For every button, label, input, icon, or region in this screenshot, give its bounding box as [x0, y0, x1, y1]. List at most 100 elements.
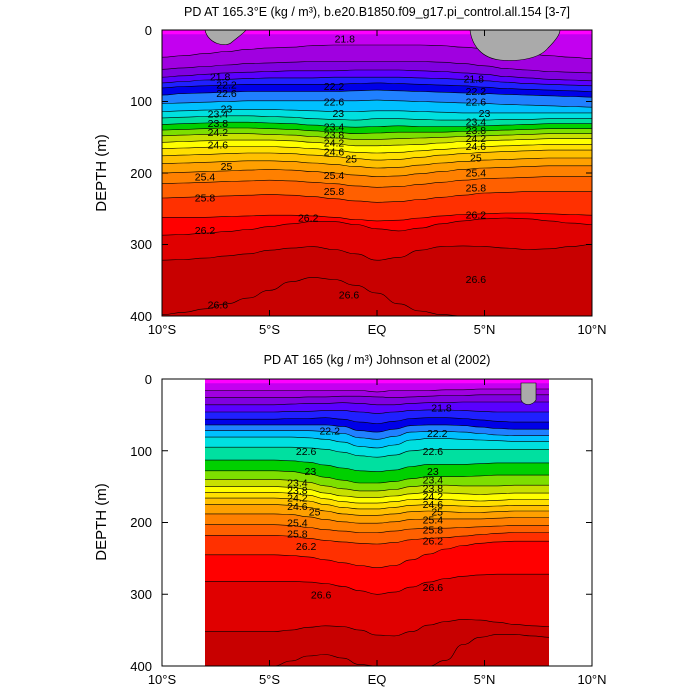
contour-line — [162, 217, 592, 236]
top-y-axis-label: DEPTH (m) — [93, 134, 110, 212]
contour-label: 24.6 — [287, 501, 308, 513]
bottom-contour-lines — [204, 388, 550, 666]
top-land-patch-left — [204, 30, 247, 45]
contour-label: 25.4 — [423, 515, 444, 527]
contour-line — [162, 109, 592, 114]
contour-line — [204, 459, 549, 472]
contour-line — [162, 115, 592, 121]
contour-label: 26.6 — [311, 589, 332, 601]
contour-line — [205, 470, 549, 484]
bottom-y-tick-label: 300 — [130, 587, 152, 602]
contour-label: 24.6 — [324, 147, 345, 159]
bottom-x-tick-label: EQ — [368, 672, 387, 687]
contour-label: 25.4 — [324, 170, 345, 182]
contour-label: 25.8 — [423, 525, 444, 537]
top-x-tick-label: 5°S — [259, 322, 280, 337]
contour-label: 26.6 — [466, 274, 487, 286]
bottom-y-tick-label: 100 — [130, 444, 152, 459]
contour-line — [204, 394, 549, 399]
top-x-tick-label: 10°S — [148, 322, 177, 337]
top-x-tick-label: 10°N — [577, 322, 606, 337]
contour-label: 25 — [345, 154, 357, 166]
contour-label: 22.2 — [427, 428, 448, 440]
bottom-x-tick-label: 5°S — [259, 672, 280, 687]
bottom-y-tick-labels: 0 100 200 300 400 — [130, 372, 152, 674]
contour-line — [205, 446, 549, 458]
contour-line — [205, 504, 549, 516]
top-land-patch-right — [469, 30, 561, 61]
contour-line — [162, 69, 592, 82]
contour-label: 21.8 — [210, 72, 231, 84]
contour-label: 23.8 — [208, 118, 229, 130]
contour-line — [162, 277, 592, 316]
contour-label: 21.8 — [335, 34, 356, 46]
contour-line — [205, 573, 549, 595]
top-y-tick-label: 100 — [130, 94, 152, 109]
contour-label: 23.8 — [466, 125, 487, 137]
top-x-ticks — [161, 30, 593, 316]
contour-label: 22.2 — [216, 79, 237, 91]
contour-label: 25 — [221, 161, 233, 173]
contour-label: 25.8 — [287, 528, 308, 540]
contour-label: 24.6 — [208, 139, 229, 151]
contour-label: 24.2 — [466, 133, 487, 145]
contour-label: 26.6 — [423, 582, 444, 594]
contour-label: 24.2 — [287, 492, 308, 504]
contour-line — [162, 144, 592, 154]
contour-label: 25 — [470, 152, 482, 164]
bottom-contour-plot — [204, 379, 550, 666]
contour-label: 23.8 — [287, 485, 308, 497]
contour-line — [162, 157, 592, 169]
contour-line — [162, 165, 592, 177]
contour-label: 25.8 — [466, 182, 487, 194]
top-x-tick-label: EQ — [368, 322, 387, 337]
contour-line — [204, 486, 549, 498]
contour-label: 21.8 — [431, 403, 452, 415]
contour-label: 24.6 — [466, 141, 487, 153]
contour-label: 25.4 — [287, 518, 308, 530]
bottom-x-ticks — [161, 379, 593, 666]
bottom-y-tick-label: 200 — [130, 515, 152, 530]
contour-line — [205, 388, 549, 393]
contour-label: 26.2 — [423, 535, 444, 547]
contour-line — [205, 634, 550, 666]
top-y-tick-label: 200 — [130, 166, 152, 181]
contour-label: 22.2 — [319, 426, 340, 438]
contour-label: 23.4 — [324, 122, 345, 134]
top-panel-title: PD AT 165.3°E (kg / m³), b.e20.B1850.f09… — [184, 5, 570, 19]
contour-line — [205, 492, 549, 504]
contour-label: 26.6 — [339, 290, 360, 302]
contour-label: 26.2 — [296, 541, 317, 553]
contour-line — [204, 401, 549, 406]
contour-line — [162, 61, 592, 74]
contour-label: 23.4 — [466, 117, 487, 129]
bottom-x-tick-labels: 10°S 5°S EQ 5°N 10°N — [148, 672, 607, 687]
contour-label: 25.8 — [324, 186, 345, 198]
contour-label: 22.2 — [324, 81, 345, 93]
contour-line — [205, 436, 549, 449]
contour-label: 22.2 — [466, 86, 487, 98]
contour-label: 23.8 — [423, 483, 444, 495]
contour-line — [162, 82, 592, 92]
contour-label: 23 — [221, 104, 233, 116]
contour-label: 24.2 — [208, 127, 229, 139]
top-y-tick-label: 0 — [145, 23, 152, 38]
contour-line — [205, 497, 549, 510]
contour-line — [162, 149, 592, 161]
contour-label: 23.4 — [287, 477, 308, 489]
contour-line — [204, 430, 549, 440]
contour-line — [162, 244, 592, 261]
contour-label: 25.4 — [466, 167, 487, 179]
contour-line — [204, 619, 550, 637]
contour-label: 24.6 — [423, 499, 444, 511]
bottom-land-patch-right — [520, 382, 537, 405]
contour-label: 23.4 — [423, 474, 444, 486]
bottom-y-ticks — [162, 378, 592, 667]
contour-line — [162, 191, 592, 203]
top-x-tick-label: 5°N — [474, 322, 496, 337]
top-y-tick-label: 300 — [130, 237, 152, 252]
bottom-panel-title: PD AT 165 (kg / m³) Johnson et al (2002) — [264, 353, 491, 367]
contour-label: 23 — [305, 466, 317, 478]
contour-line — [204, 532, 549, 545]
